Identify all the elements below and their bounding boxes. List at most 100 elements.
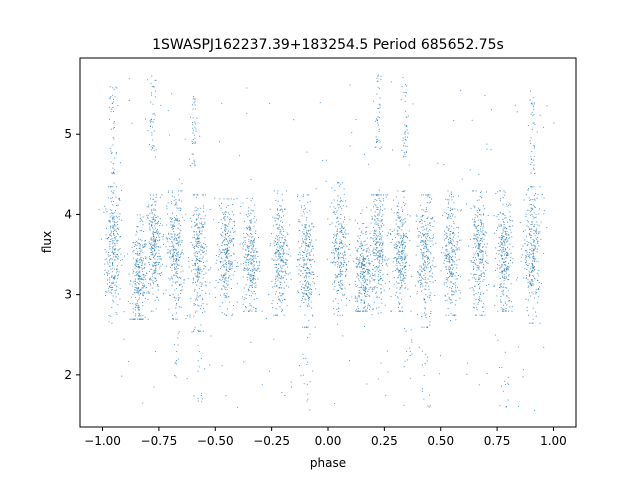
data-point: [460, 292, 462, 294]
data-point: [179, 210, 181, 211]
data-point: [283, 261, 285, 263]
data-point: [501, 244, 503, 246]
data-point: [403, 222, 405, 224]
data-point: [281, 226, 283, 228]
data-point: [533, 240, 535, 242]
data-point: [446, 226, 448, 228]
data-point: [505, 228, 507, 230]
data-point: [139, 239, 141, 241]
data-point: [107, 254, 109, 256]
data-point: [197, 278, 199, 280]
data-point: [134, 289, 136, 291]
data-point: [500, 296, 502, 298]
data-point: [225, 211, 226, 213]
data-point: [234, 259, 236, 261]
data-point: [272, 216, 274, 218]
data-point: [445, 249, 447, 251]
data-point: [362, 273, 364, 275]
data-point: [129, 283, 131, 285]
data-point: [452, 275, 454, 277]
data-point: [283, 243, 285, 245]
data-point: [478, 258, 480, 260]
data-point: [113, 277, 115, 279]
data-point: [194, 134, 196, 136]
data-point: [505, 217, 507, 219]
data-point: [198, 232, 200, 233]
data-point: [193, 194, 195, 196]
data-point: [308, 269, 310, 271]
data-point: [452, 256, 454, 257]
data-point: [307, 280, 309, 282]
data-point: [113, 138, 115, 140]
data-point: [533, 164, 535, 166]
data-point: [450, 271, 452, 273]
data-point: [226, 228, 228, 230]
data-point: [223, 264, 225, 265]
data-point: [429, 271, 430, 273]
data-point: [299, 221, 301, 223]
data-point: [428, 406, 430, 408]
data-point: [197, 266, 199, 268]
data-point: [201, 398, 203, 400]
data-point: [429, 259, 431, 261]
data-point: [251, 295, 252, 297]
data-point: [175, 237, 177, 239]
data-point: [155, 261, 157, 263]
data-point: [151, 86, 153, 88]
data-point: [335, 262, 337, 264]
data-point: [143, 285, 145, 287]
data-point: [475, 280, 477, 282]
data-point: [355, 266, 357, 268]
data-point: [229, 265, 231, 267]
data-point: [482, 257, 484, 259]
data-point: [527, 125, 529, 126]
data-point: [527, 279, 529, 281]
data-point: [393, 199, 395, 201]
data-point: [197, 279, 199, 281]
data-point: [117, 304, 119, 306]
data-point: [245, 241, 246, 243]
data-point: [398, 202, 400, 204]
data-point: [529, 274, 530, 276]
data-point: [270, 243, 272, 245]
data-point: [480, 274, 482, 276]
data-point: [176, 351, 178, 352]
data-point: [139, 253, 141, 254]
data-point: [406, 124, 408, 126]
data-point: [180, 200, 182, 202]
data-point: [110, 190, 112, 192]
data-point: [147, 290, 149, 292]
data-point: [400, 272, 401, 274]
data-point: [154, 277, 156, 279]
data-point: [309, 259, 311, 261]
data-point: [354, 280, 356, 282]
data-point: [535, 213, 537, 215]
data-point: [282, 199, 283, 201]
data-point: [509, 226, 511, 228]
data-point: [532, 250, 534, 252]
data-point: [363, 287, 365, 289]
data-point: [250, 278, 252, 280]
data-point: [222, 223, 224, 225]
data-point: [282, 245, 284, 247]
data-point: [480, 214, 482, 216]
data-point: [531, 128, 533, 130]
data-point: [533, 257, 534, 259]
data-point: [279, 274, 281, 276]
data-point: [501, 385, 502, 387]
data-point: [203, 265, 205, 267]
data-point: [220, 279, 222, 281]
data-point: [221, 275, 223, 277]
data-point: [500, 225, 502, 226]
data-point: [193, 269, 195, 270]
data-point: [339, 206, 341, 208]
data-point: [243, 310, 245, 312]
data-point: [396, 212, 398, 214]
data-point: [456, 249, 458, 251]
data-point: [450, 268, 452, 270]
data-point: [399, 246, 401, 248]
data-point: [399, 251, 401, 253]
data-point: [341, 242, 342, 244]
data-point: [382, 257, 384, 259]
